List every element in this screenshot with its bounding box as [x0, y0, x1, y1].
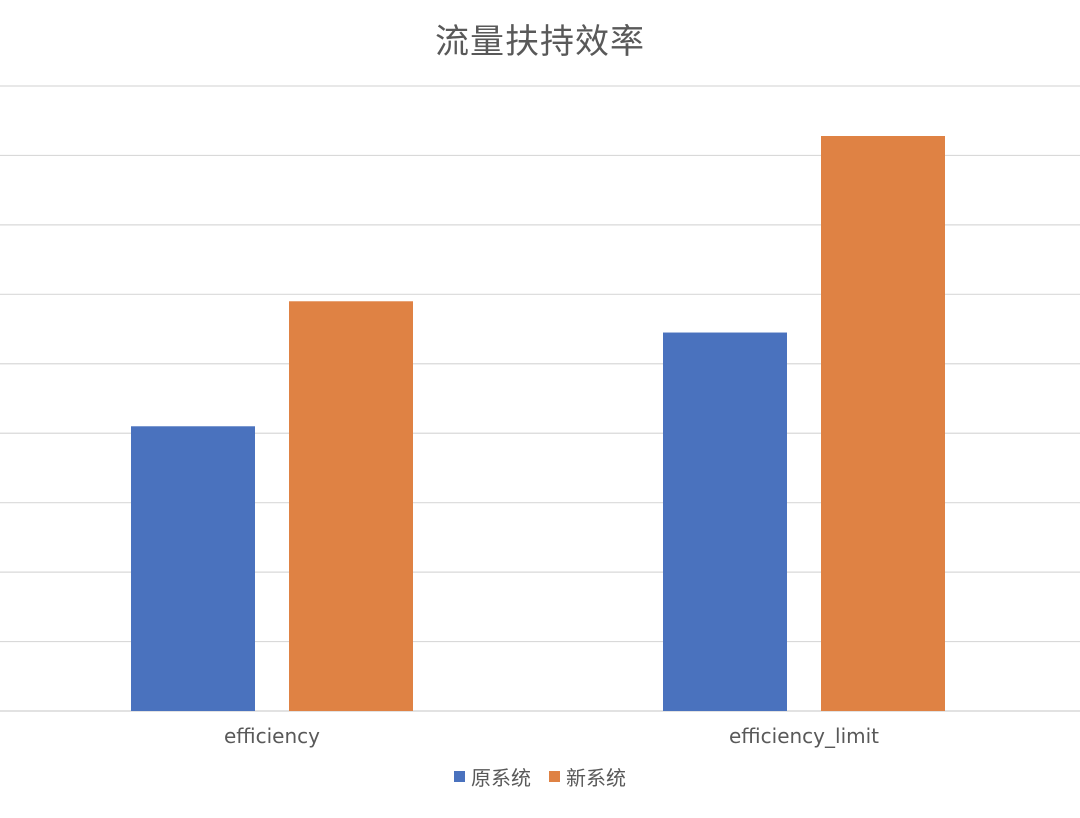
- bar-efficiency_limit-series-1: [821, 136, 945, 711]
- x-axis-tick-labels: efficiency efficiency_limit: [224, 724, 879, 748]
- x-tick-label: efficiency: [224, 724, 320, 748]
- bar-efficiency-series-0: [131, 426, 255, 711]
- chart-title: 流量扶持效率: [435, 22, 645, 62]
- bar-efficiency_limit-series-0: [663, 332, 787, 711]
- legend-label-series-0: 原系统: [471, 766, 531, 790]
- legend-item-series-0: 原系统: [454, 762, 531, 791]
- legend: 原系统 新系统: [0, 762, 1080, 791]
- legend-label-series-1: 新系统: [566, 766, 626, 790]
- legend-swatch-series-0: [454, 771, 465, 782]
- bar-efficiency-series-1: [289, 301, 413, 711]
- legend-item-series-1: 新系统: [549, 762, 626, 791]
- legend-swatch-series-1: [549, 771, 560, 782]
- bars: [131, 136, 945, 711]
- x-tick-label: efficiency_limit: [729, 724, 879, 748]
